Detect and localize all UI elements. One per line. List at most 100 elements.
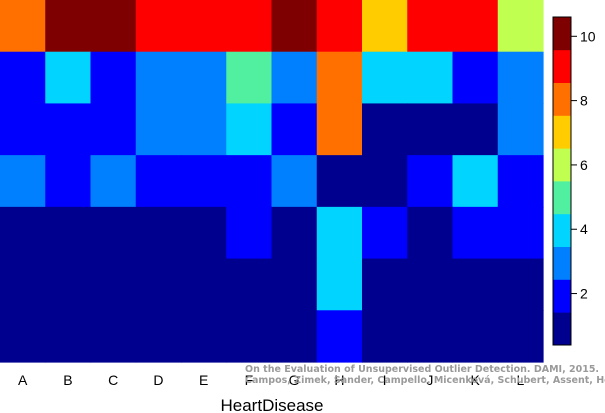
heatmap-cell-I-row6 <box>362 258 408 311</box>
colorbar-segment-7 <box>553 115 571 149</box>
heatmap-cell-B-row6 <box>45 258 92 311</box>
heatmap-cell-C-row7 <box>90 310 137 363</box>
heatmap-cell-D-row1 <box>135 0 182 53</box>
heatmap-cell-E-row2 <box>181 51 227 105</box>
heatmap-cell-D-row4 <box>135 155 182 208</box>
x-tick-label-C: C <box>108 372 118 388</box>
heatmap-cell-E-row1 <box>181 0 227 53</box>
x-tick-label-E: E <box>199 372 208 388</box>
colorbar <box>552 16 572 346</box>
heatmap-cell-G-row3 <box>271 103 318 156</box>
heatmap-cell-J-row6 <box>407 258 454 311</box>
heatmap-cell-L-row7 <box>497 310 544 363</box>
heatmap-cell-H-row2 <box>316 51 363 105</box>
heatmap-cell-D-row2 <box>135 51 182 105</box>
heatmap-cell-C-row5 <box>90 206 137 260</box>
heatmap-cell-F-row3 <box>226 103 273 156</box>
heatmap-cell-C-row6 <box>90 258 137 311</box>
heatmap-cell-G-row7 <box>271 310 318 363</box>
heatmap-cell-E-row4 <box>181 155 227 208</box>
heatmap-cell-L-row2 <box>497 51 544 105</box>
colorbar-segment-6 <box>553 148 571 182</box>
heatmap-cell-F-row1 <box>226 0 273 53</box>
heatmap-cell-E-row7 <box>181 310 227 363</box>
heatmap-cell-E-row3 <box>181 103 227 156</box>
heatmap-cell-A-row5 <box>0 206 46 260</box>
heatmap-cell-D-row5 <box>135 206 182 260</box>
x-tick-label-K: K <box>470 372 480 388</box>
heatmap-cell-E-row6 <box>181 258 227 311</box>
heatmap-cell-I-row2 <box>362 51 408 105</box>
heatmap-cell-K-row7 <box>452 310 499 363</box>
heatmap-cell-H-row3 <box>316 103 363 156</box>
heatmap-cell-A-row4 <box>0 155 46 208</box>
heatmap-cell-F-row2 <box>226 51 273 105</box>
heatmap-cell-G-row5 <box>271 206 318 260</box>
heatmap-cell-F-row5 <box>226 206 273 260</box>
heatmap-cell-K-row3 <box>452 103 499 156</box>
heatmap-cell-I-row4 <box>362 155 408 208</box>
colorbar-tick-label-6: 6 <box>580 157 588 173</box>
colorbar-segment-10 <box>553 17 571 51</box>
caption-line-2: Campos, Zimek, Sander, Campello, Micenko… <box>245 375 605 386</box>
heatmap-cell-L-row3 <box>497 103 544 156</box>
colorbar-segment-2 <box>553 279 571 313</box>
heatmap-cell-L-row4 <box>497 155 544 208</box>
heatmap-cell-G-row4 <box>271 155 318 208</box>
heatmap-cell-J-row7 <box>407 310 454 363</box>
heatmap-cell-C-row4 <box>90 155 137 208</box>
colorbar-segment-4 <box>553 213 571 247</box>
x-tick-label-G: G <box>289 372 300 388</box>
heatmap-cell-L-row1 <box>497 0 544 53</box>
heatmap-cell-F-row7 <box>226 310 273 363</box>
heatmap-cell-B-row7 <box>45 310 92 363</box>
heatmap-cell-I-row7 <box>362 310 408 363</box>
heatmap-cell-L-row6 <box>497 258 544 311</box>
colorbar-segment-9 <box>553 49 571 83</box>
heatmap-cell-D-row6 <box>135 258 182 311</box>
colorbar-tick-labels: 2 4 6 8 10 <box>571 28 596 302</box>
heatmap-cell-K-row1 <box>452 0 499 53</box>
colorbar-segment-3 <box>553 246 571 280</box>
heatmap-cell-B-row1 <box>45 0 92 53</box>
colorbar-segment-8 <box>553 82 571 116</box>
heatmap-cell-B-row2 <box>45 51 92 105</box>
colorbar-segment-5 <box>553 181 571 215</box>
heatmap-cell-H-row1 <box>316 0 363 53</box>
heatmap-cell-A-row2 <box>0 51 46 105</box>
heatmap-cell-H-row6 <box>316 258 363 311</box>
x-tick-label-F: F <box>245 372 254 388</box>
colorbar-tick-label-8: 8 <box>580 93 588 109</box>
x-tick-label-J: J <box>426 372 433 388</box>
heatmap-cell-H-row7 <box>316 310 363 363</box>
heatmap-cell-B-row4 <box>45 155 92 208</box>
heatmap-cell-A-row3 <box>0 103 46 156</box>
heatmap-cell-I-row5 <box>362 206 408 260</box>
heatmap-cell-A-row1 <box>0 0 46 53</box>
heatmap-cell-G-row6 <box>271 258 318 311</box>
x-tick-label-B: B <box>63 372 72 388</box>
colorbar-frame <box>552 16 572 346</box>
caption-line-1: On the Evaluation of Unsupervised Outlie… <box>245 364 599 375</box>
x-tick-label-A: A <box>18 372 28 388</box>
heatmap-cell-J-row2 <box>407 51 454 105</box>
heatmap-cell-C-row1 <box>90 0 137 53</box>
heatmap-cell-A-row6 <box>0 258 46 311</box>
heatmap-cell-J-row1 <box>407 0 454 53</box>
heatmap-cell-K-row6 <box>452 258 499 311</box>
x-tick-label-H: H <box>334 372 344 388</box>
heatmap-cell-J-row3 <box>407 103 454 156</box>
colorbar-tick-label-4: 4 <box>580 221 588 237</box>
heatmap-cell-B-row3 <box>45 103 92 156</box>
x-tick-label-D: D <box>153 372 163 388</box>
heatmap-cell-J-row5 <box>407 206 454 260</box>
colorbar-tick-label-10: 10 <box>580 28 596 44</box>
heatmap-cell-G-row2 <box>271 51 318 105</box>
heatmap-cell-H-row4 <box>316 155 363 208</box>
heatmap-cell-G-row1 <box>271 0 318 53</box>
x-axis-title: HeartDisease <box>221 396 324 413</box>
colorbar-segment-1 <box>553 312 571 346</box>
x-tick-labels: A B C D E F G H I J K L <box>18 372 525 388</box>
heatmap-cell-I-row1 <box>362 0 408 53</box>
